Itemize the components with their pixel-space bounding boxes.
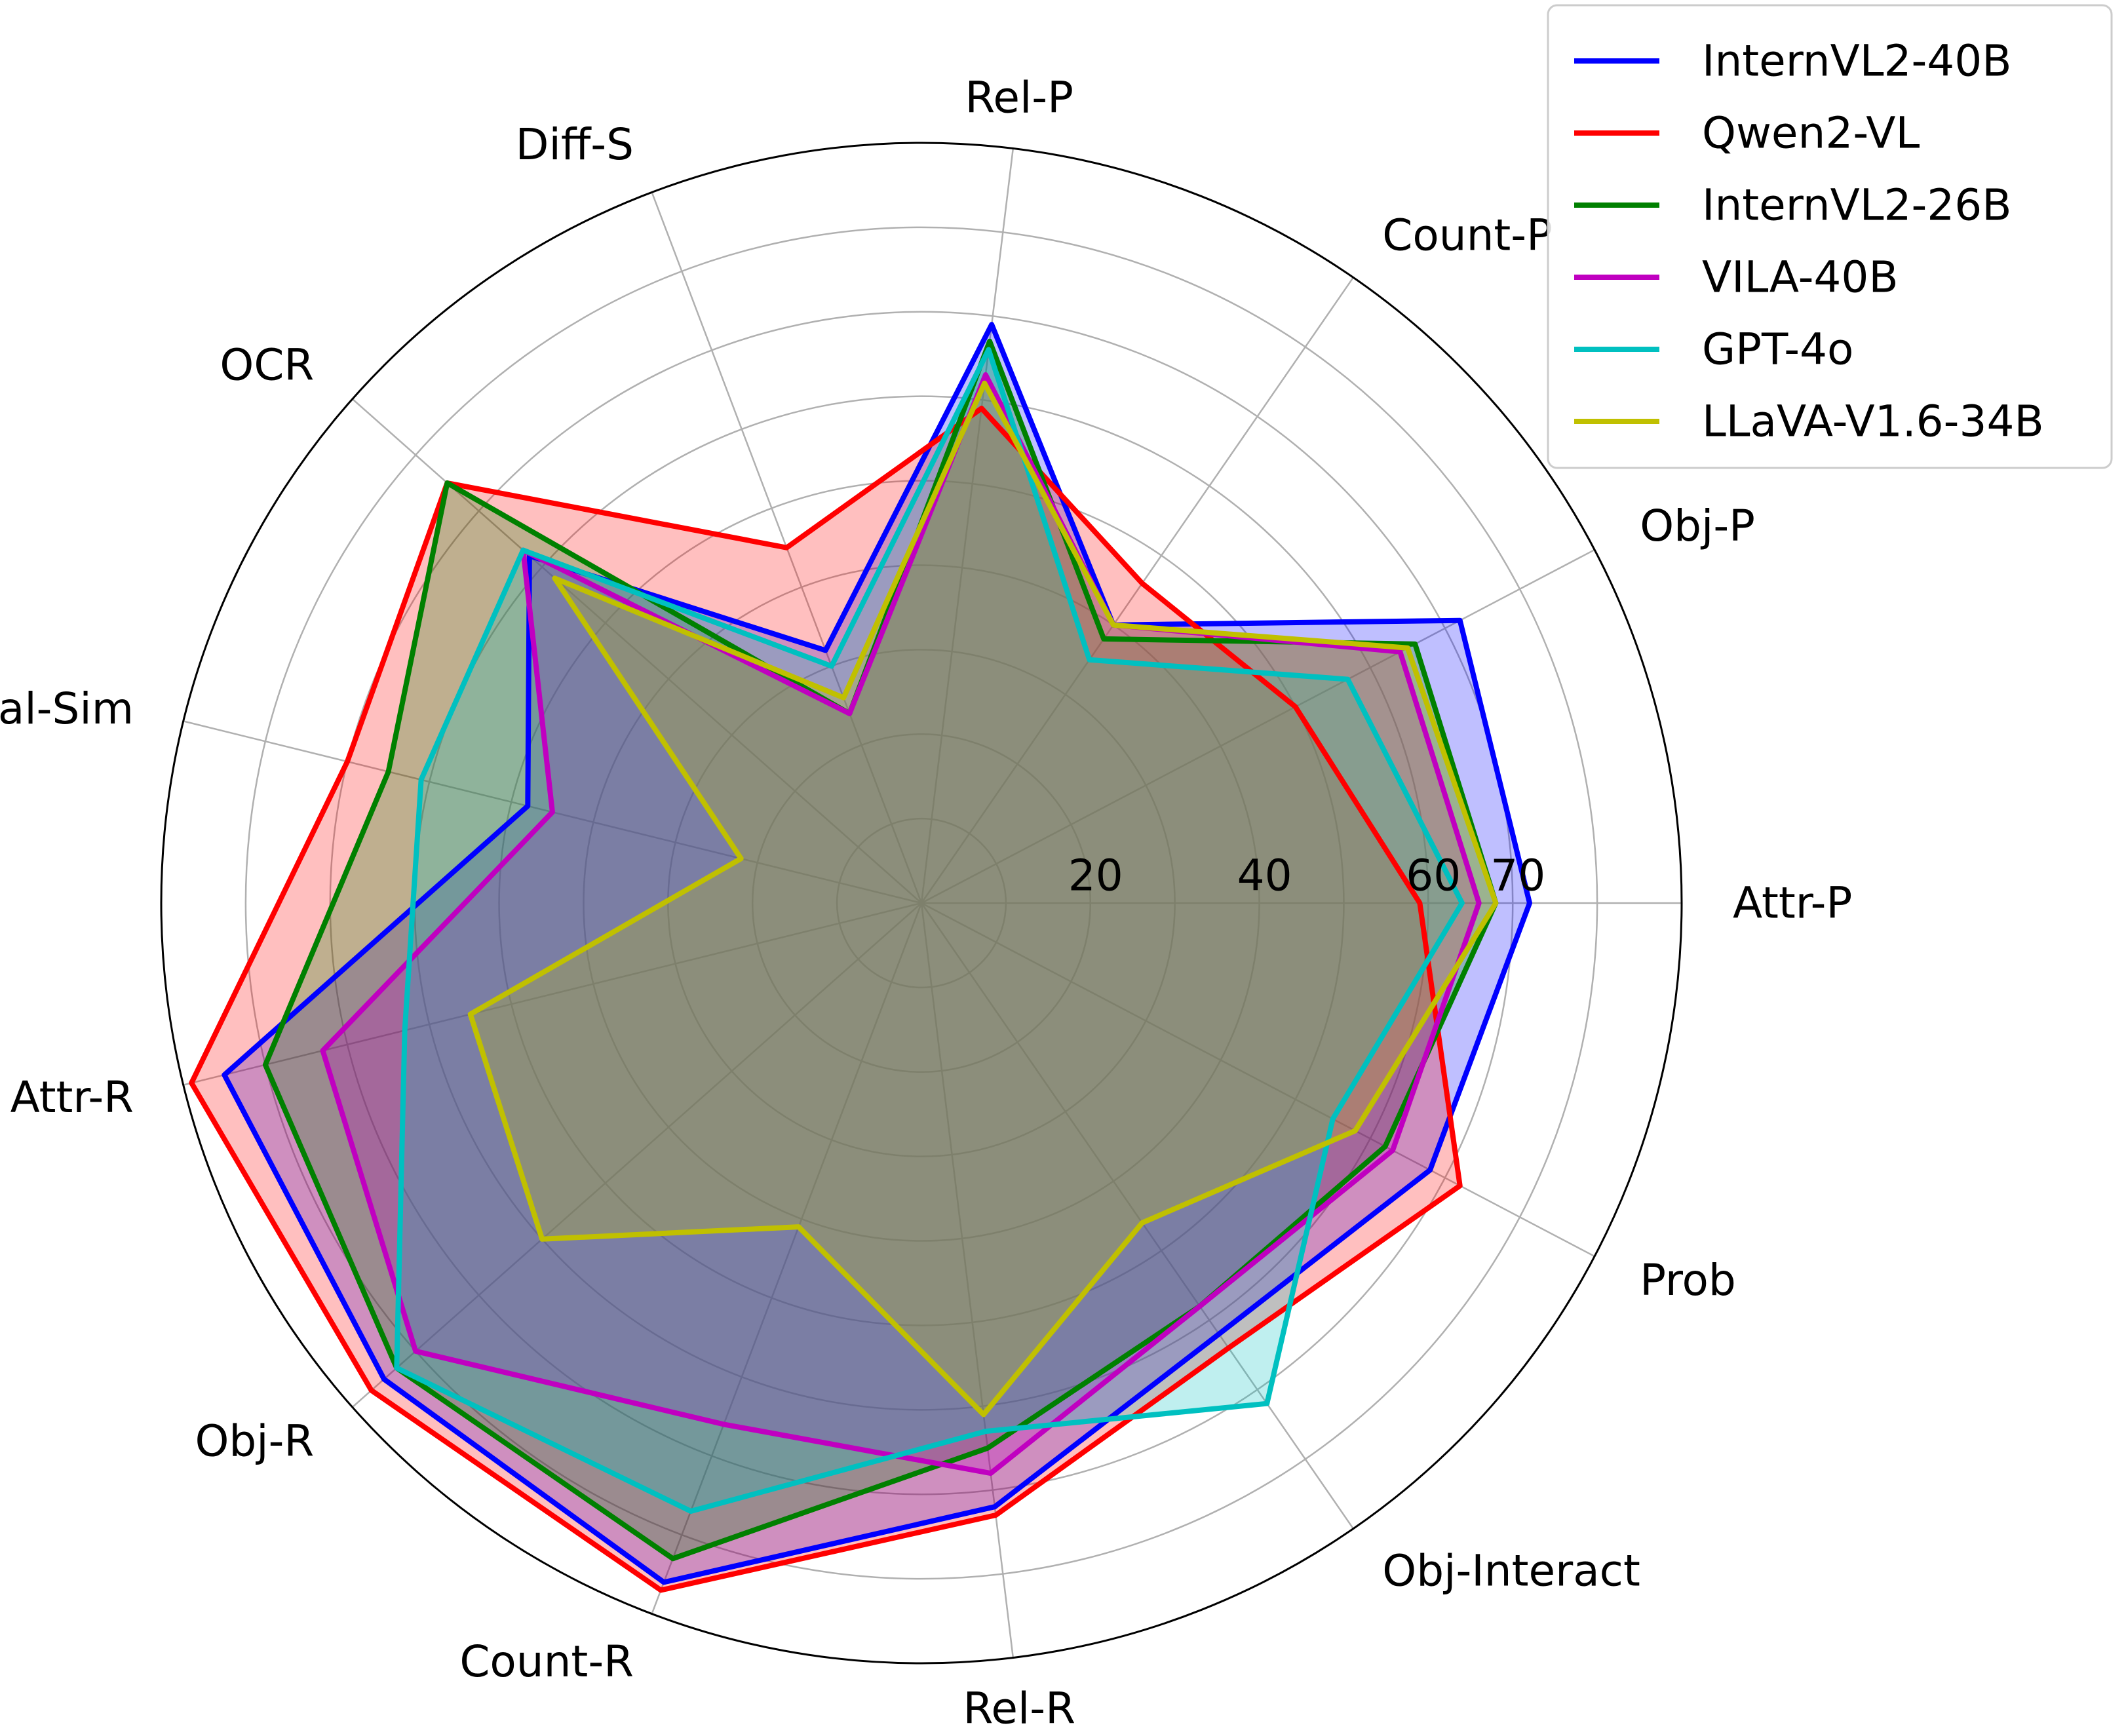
axis-label-3: Rel-P	[965, 73, 1073, 123]
legend: InternVL2-40B Qwen2-VL InternVL2-26B VILA-4…	[1547, 4, 2113, 469]
series-line-5	[467, 380, 1499, 1418]
legend-box	[1547, 4, 2113, 469]
grid-spoke	[183, 902, 922, 1086]
axis-label-4: Diff-S	[516, 119, 634, 170]
axis-label-12: Prob	[1640, 1255, 1736, 1305]
axis-label-5: OCR	[220, 340, 314, 391]
axis-label-8: Obj-R	[195, 1416, 314, 1466]
legend-label-5: LLaVA-V1.6-34B	[1702, 396, 2044, 447]
axis-label-9: Count-R	[459, 1636, 634, 1687]
polar-frame	[160, 142, 1683, 1665]
radial-tick-2: 60	[1406, 851, 1461, 901]
series-fill-4	[396, 349, 1462, 1511]
series-fill-1	[191, 408, 1460, 1591]
grid	[160, 142, 1683, 1665]
radial-tick-1: 40	[1237, 851, 1292, 901]
legend-label-3: VILA-40B	[1702, 252, 1899, 303]
series-line-0	[222, 322, 1532, 1585]
series-fill-2	[265, 341, 1496, 1559]
series-line-2	[262, 338, 1499, 1562]
axis-label-6: Visual-Sim	[0, 684, 134, 734]
legend-label-1: Qwen2-VL	[1702, 108, 1920, 159]
grid-spoke	[921, 902, 1595, 1258]
grid-spoke	[920, 148, 1015, 904]
grid-spoke	[920, 902, 1354, 1530]
axis-label-7: Attr-R	[10, 1072, 134, 1123]
grid-spoke	[920, 277, 1354, 904]
radial-tick-3: 70	[1490, 851, 1545, 901]
axis-label-2: Count-P	[1382, 210, 1553, 261]
axis-label-0: Attr-P	[1733, 878, 1852, 929]
grid-spoke	[921, 549, 1595, 904]
legend-label-4: GPT-4o	[1702, 324, 1853, 375]
axis-label-11: Obj-Interact	[1382, 1545, 1640, 1596]
axis-label-1: Obj-P	[1640, 501, 1755, 551]
grid-spoke	[351, 902, 922, 1408]
radial-tick-0: 20	[1068, 851, 1123, 901]
radial-tick-labels: 20 40 60 70	[1068, 851, 1545, 901]
axis-label-10: Rel-R	[963, 1684, 1075, 1734]
grid-spoke	[651, 902, 923, 1615]
axis-labels: Attr-P Obj-P Count-P Rel-P Diff-S OCR Visual-S…	[0, 73, 1852, 1734]
legend-label-0: InternVL2-40B	[1702, 36, 2012, 87]
series-line-4	[394, 347, 1465, 1514]
series-line-1	[189, 406, 1463, 1593]
series-fill-3	[322, 374, 1479, 1474]
grid-spoke	[920, 902, 1015, 1658]
legend-label-2: InternVL2-26B	[1702, 180, 2012, 231]
series-layer	[189, 322, 1532, 1593]
